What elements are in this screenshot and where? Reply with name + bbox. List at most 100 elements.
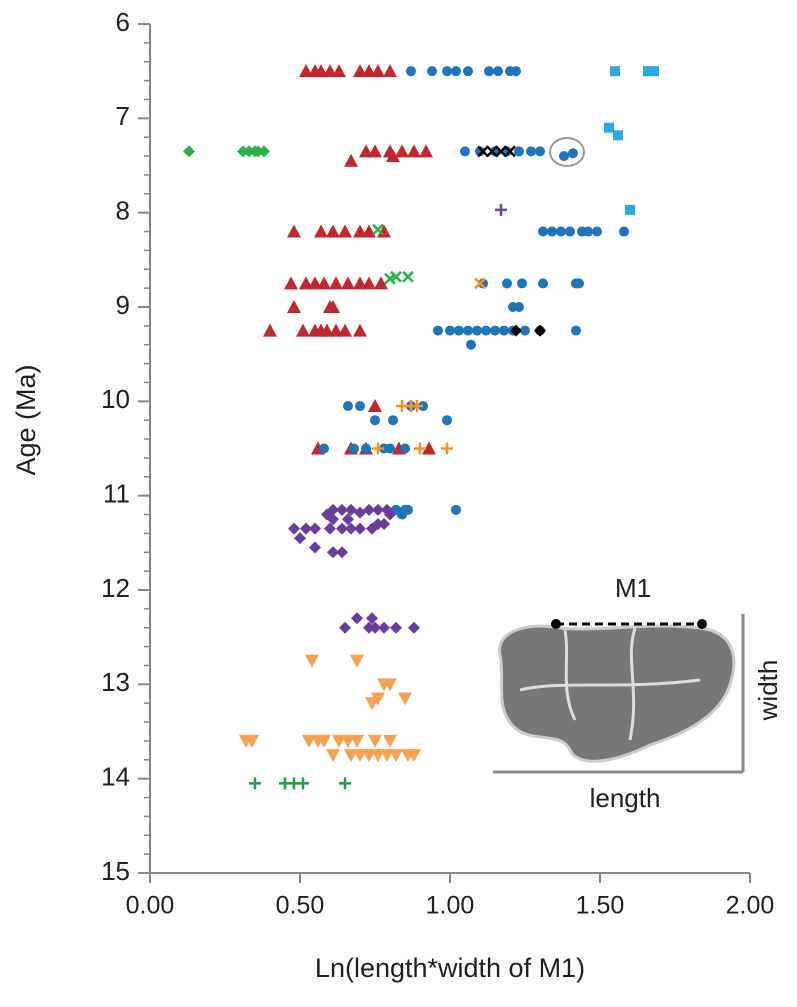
point (411, 400, 423, 413)
point (351, 612, 363, 625)
y-tick-label: 11 (103, 479, 130, 509)
point (445, 325, 455, 336)
point (309, 522, 321, 535)
point (284, 276, 298, 290)
point (329, 276, 343, 290)
point (538, 278, 548, 289)
point (345, 503, 357, 516)
point (490, 325, 500, 336)
point (319, 443, 329, 454)
y-tick-label: 10 (101, 384, 130, 414)
point (368, 144, 382, 158)
point (300, 522, 312, 535)
point (568, 148, 578, 159)
point (442, 415, 452, 426)
point (517, 278, 527, 289)
point (384, 508, 396, 521)
point (390, 621, 402, 634)
point (514, 302, 524, 312)
point (343, 401, 353, 412)
point (571, 325, 581, 336)
point (395, 144, 409, 158)
point (397, 509, 407, 520)
point (380, 749, 394, 763)
point (390, 270, 402, 283)
inset-label: length (590, 783, 661, 813)
point (419, 144, 433, 158)
point (442, 66, 452, 77)
point (371, 64, 385, 78)
point (454, 325, 464, 336)
point (649, 66, 659, 77)
point (574, 278, 584, 289)
point (466, 339, 476, 350)
y-tick-label: 6 (116, 7, 130, 37)
point (472, 325, 482, 336)
tooth-cusps (519, 627, 701, 741)
point (486, 145, 498, 158)
point (309, 541, 321, 554)
point (338, 224, 352, 238)
y-tick-label: 7 (116, 101, 130, 131)
point (354, 522, 366, 535)
m1-endpoint (697, 619, 707, 629)
point (556, 226, 566, 237)
point (408, 621, 420, 634)
tooth-image (498, 624, 736, 763)
inset-label: width (753, 660, 783, 722)
point (314, 64, 328, 78)
point (383, 64, 397, 78)
point (305, 654, 319, 668)
point (336, 522, 348, 535)
point (389, 749, 403, 763)
y-tick-label: 13 (101, 667, 130, 697)
y-tick-label: 8 (116, 196, 130, 226)
point (299, 64, 313, 78)
point (326, 749, 340, 763)
point (493, 66, 503, 77)
point (317, 734, 331, 748)
point (385, 443, 395, 454)
point (619, 226, 629, 237)
point (363, 621, 375, 634)
point (308, 276, 322, 290)
point (332, 64, 346, 78)
point (475, 146, 485, 157)
point (499, 325, 509, 336)
point (407, 144, 421, 158)
point (383, 734, 397, 748)
point (526, 146, 536, 157)
point (326, 300, 340, 313)
point (287, 300, 301, 313)
point (245, 734, 259, 748)
point (339, 777, 351, 790)
point (345, 522, 357, 535)
point (353, 749, 367, 763)
point (377, 224, 391, 238)
x-tick-label: 1.00 (426, 892, 475, 920)
point (592, 226, 602, 237)
y-tick-label: 14 (101, 762, 130, 792)
point (495, 145, 507, 158)
point (414, 442, 426, 455)
point (504, 145, 516, 158)
point (604, 122, 614, 133)
point (511, 66, 521, 77)
point (365, 697, 379, 711)
point (362, 224, 376, 238)
point (336, 503, 348, 516)
point (372, 442, 384, 455)
point (353, 224, 367, 238)
point (463, 66, 473, 77)
point (451, 504, 461, 515)
point (495, 203, 507, 216)
point (353, 323, 367, 337)
point (288, 522, 300, 535)
point (249, 777, 261, 790)
point (302, 734, 316, 748)
point (344, 749, 358, 763)
point (460, 146, 470, 157)
point (341, 276, 355, 290)
point (362, 64, 376, 78)
